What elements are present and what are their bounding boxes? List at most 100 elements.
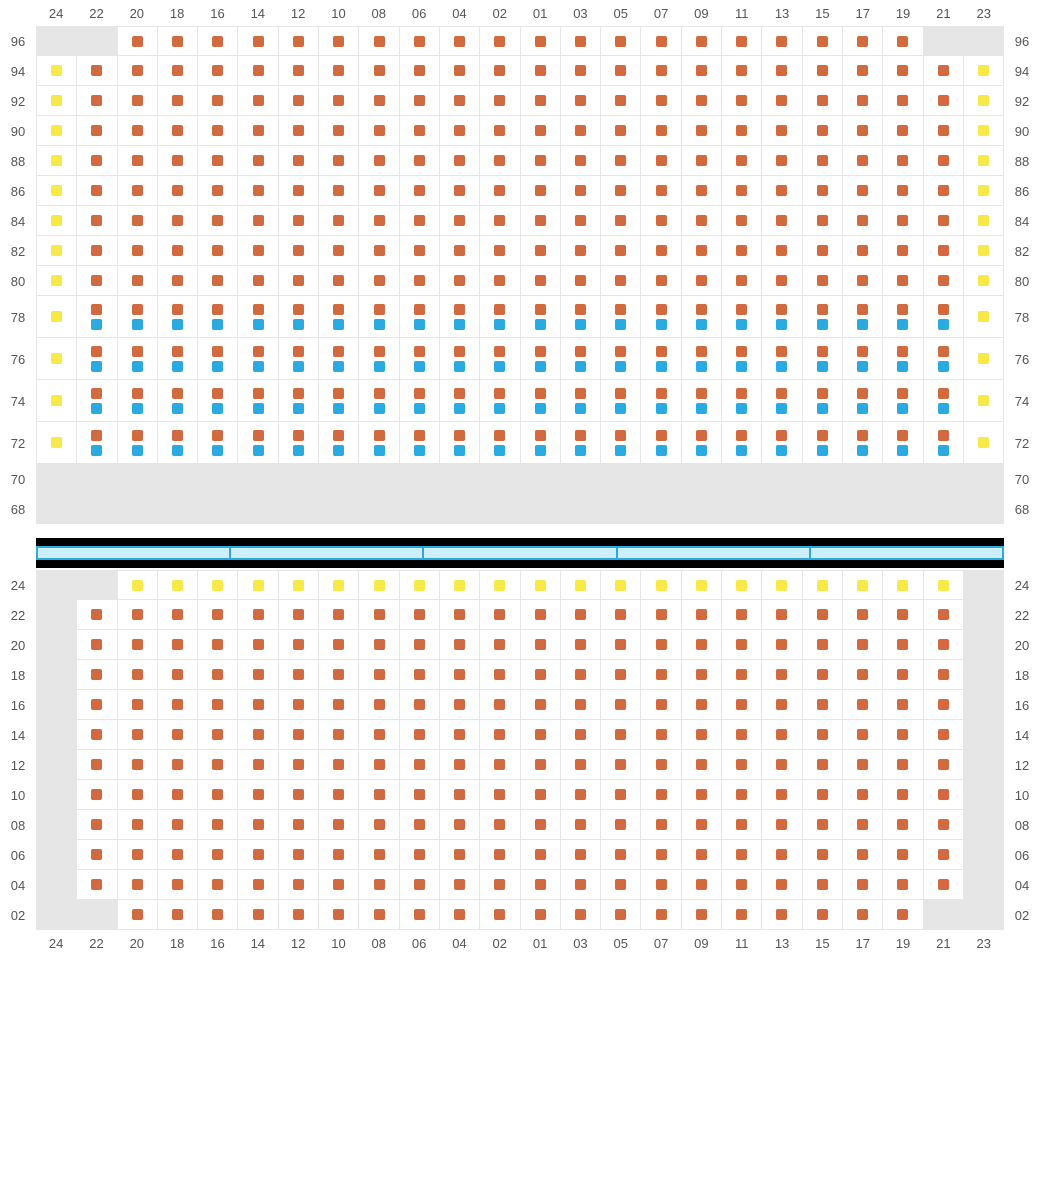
slot-cell[interactable]: [440, 570, 480, 600]
slot-cell[interactable]: [118, 56, 158, 86]
slot-cell[interactable]: [359, 296, 399, 338]
slot-cell[interactable]: [158, 780, 198, 810]
slot-cell[interactable]: [883, 870, 923, 900]
slot-cell[interactable]: [722, 338, 762, 380]
slot-cell[interactable]: [77, 380, 117, 422]
slot-cell[interactable]: [359, 690, 399, 720]
slot-cell[interactable]: [722, 422, 762, 464]
slot-cell[interactable]: [883, 494, 923, 524]
slot-cell[interactable]: [641, 296, 681, 338]
slot-cell[interactable]: [601, 630, 641, 660]
slot-cell[interactable]: [722, 690, 762, 720]
slot-cell[interactable]: [682, 464, 722, 494]
slot-cell[interactable]: [36, 464, 77, 494]
slot-cell[interactable]: [238, 146, 278, 176]
slot-cell[interactable]: [722, 56, 762, 86]
slot-cell[interactable]: [400, 660, 440, 690]
slot-cell[interactable]: [521, 236, 561, 266]
slot-cell[interactable]: [238, 464, 278, 494]
slot-cell[interactable]: [641, 464, 681, 494]
slot-cell[interactable]: [400, 464, 440, 494]
slot-cell[interactable]: [198, 86, 238, 116]
slot-cell[interactable]: [359, 464, 399, 494]
slot-cell[interactable]: [440, 810, 480, 840]
slot-cell[interactable]: [843, 570, 883, 600]
slot-cell[interactable]: [36, 870, 77, 900]
slot-cell[interactable]: [641, 690, 681, 720]
slot-cell[interactable]: [36, 780, 77, 810]
slot-cell[interactable]: [77, 690, 117, 720]
slot-cell[interactable]: [198, 26, 238, 56]
slot-cell[interactable]: [601, 464, 641, 494]
slot-cell[interactable]: [762, 900, 802, 930]
slot-cell[interactable]: [641, 600, 681, 630]
slot-cell[interactable]: [118, 810, 158, 840]
slot-cell[interactable]: [521, 690, 561, 720]
slot-cell[interactable]: [118, 900, 158, 930]
slot-cell[interactable]: [480, 422, 520, 464]
slot-cell[interactable]: [762, 86, 802, 116]
slot-cell[interactable]: [158, 56, 198, 86]
slot-cell[interactable]: [480, 690, 520, 720]
slot-cell[interactable]: [762, 206, 802, 236]
slot-cell[interactable]: [118, 750, 158, 780]
slot-cell[interactable]: [118, 116, 158, 146]
slot-cell[interactable]: [118, 840, 158, 870]
slot-cell[interactable]: [319, 116, 359, 146]
slot-cell[interactable]: [319, 380, 359, 422]
slot-cell[interactable]: [319, 630, 359, 660]
slot-cell[interactable]: [601, 720, 641, 750]
slot-cell[interactable]: [561, 206, 601, 236]
slot-cell[interactable]: [359, 494, 399, 524]
slot-cell[interactable]: [561, 600, 601, 630]
slot-cell[interactable]: [722, 464, 762, 494]
slot-cell[interactable]: [924, 750, 964, 780]
slot-cell[interactable]: [883, 422, 923, 464]
slot-cell[interactable]: [924, 86, 964, 116]
slot-cell[interactable]: [521, 56, 561, 86]
slot-cell[interactable]: [279, 780, 319, 810]
slot-cell[interactable]: [198, 630, 238, 660]
slot-cell[interactable]: [319, 422, 359, 464]
slot-cell[interactable]: [803, 660, 843, 690]
slot-cell[interactable]: [158, 570, 198, 600]
slot-cell[interactable]: [561, 26, 601, 56]
slot-cell[interactable]: [803, 422, 843, 464]
slot-cell[interactable]: [641, 86, 681, 116]
slot-cell[interactable]: [440, 870, 480, 900]
slot-cell[interactable]: [77, 840, 117, 870]
slot-cell[interactable]: [803, 900, 843, 930]
slot-cell[interactable]: [359, 26, 399, 56]
slot-cell[interactable]: [924, 296, 964, 338]
slot-cell[interactable]: [883, 206, 923, 236]
slot-cell[interactable]: [480, 630, 520, 660]
slot-cell[interactable]: [400, 630, 440, 660]
slot-cell[interactable]: [722, 810, 762, 840]
slot-cell[interactable]: [359, 660, 399, 690]
slot-cell[interactable]: [198, 338, 238, 380]
slot-cell[interactable]: [521, 570, 561, 600]
slot-cell[interactable]: [77, 86, 117, 116]
slot-cell[interactable]: [238, 206, 278, 236]
slot-cell[interactable]: [803, 86, 843, 116]
slot-cell[interactable]: [924, 810, 964, 840]
slot-cell[interactable]: [359, 840, 399, 870]
slot-cell[interactable]: [843, 690, 883, 720]
slot-cell[interactable]: [521, 146, 561, 176]
slot-cell[interactable]: [279, 56, 319, 86]
slot-cell[interactable]: [238, 810, 278, 840]
slot-cell[interactable]: [440, 176, 480, 206]
slot-cell[interactable]: [36, 750, 77, 780]
slot-cell[interactable]: [198, 600, 238, 630]
slot-cell[interactable]: [682, 660, 722, 690]
slot-cell[interactable]: [641, 810, 681, 840]
slot-cell[interactable]: [198, 56, 238, 86]
slot-cell[interactable]: [924, 690, 964, 720]
slot-cell[interactable]: [198, 176, 238, 206]
slot-cell[interactable]: [319, 720, 359, 750]
slot-cell[interactable]: [964, 296, 1004, 338]
slot-cell[interactable]: [359, 750, 399, 780]
slot-cell[interactable]: [319, 176, 359, 206]
slot-cell[interactable]: [359, 56, 399, 86]
slot-cell[interactable]: [601, 870, 641, 900]
